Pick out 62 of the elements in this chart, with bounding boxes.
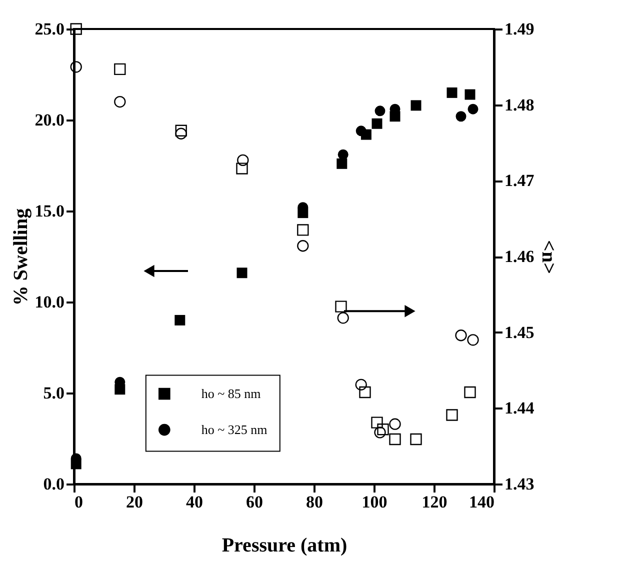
point: [175, 124, 187, 136]
point: [355, 378, 367, 390]
point: [297, 224, 309, 236]
point: [236, 162, 248, 174]
x-tick-label: 100: [362, 492, 388, 512]
point: [175, 128, 187, 140]
x-tick-label: 140: [469, 492, 494, 512]
point: [297, 240, 309, 252]
point: [371, 416, 383, 428]
x-axis-title: Pressure (atm): [222, 534, 348, 556]
point: [389, 418, 401, 430]
point: [237, 154, 249, 166]
x-tick-label: 40: [186, 492, 203, 512]
point: [410, 100, 422, 111]
y2-tick-label: 1.48: [504, 95, 534, 114]
y2-tick-label: 1.43: [504, 474, 534, 494]
y2-tick-label: 1.49: [504, 20, 534, 38]
y-axis-title: % Swelling: [10, 208, 32, 306]
point: [389, 433, 401, 446]
point: [174, 314, 186, 326]
y2-axis-title: <n>: [537, 240, 560, 274]
point: [337, 312, 349, 324]
y-tick-label: 15.0: [34, 202, 64, 220]
point: [236, 268, 248, 278]
y2-tick-label: 1.44: [504, 398, 535, 418]
x-tick-label: 80: [306, 492, 323, 512]
y-tick-label: 20.0: [34, 110, 64, 130]
y-tick-label: 25.0: [34, 20, 64, 38]
point: [335, 300, 347, 312]
point: [410, 433, 422, 446]
legend-label: ho ~ 85 nm: [201, 386, 261, 401]
point: [359, 386, 371, 398]
y2-tick-label: 1.46: [504, 247, 534, 266]
point: [374, 106, 386, 116]
point: [468, 104, 478, 114]
x-tick-label: 120: [422, 492, 448, 512]
point: [377, 424, 389, 436]
point: [446, 87, 458, 98]
point: [464, 386, 476, 398]
y-tick-label: 0.0: [43, 474, 64, 494]
y-tick-label: 10.0: [34, 292, 64, 312]
point: [336, 158, 348, 169]
point: [464, 89, 476, 100]
point: [356, 126, 366, 136]
point: [374, 426, 386, 438]
point: [114, 96, 126, 108]
point: [372, 118, 382, 129]
x-tick-label: 20: [126, 492, 143, 512]
point: [455, 330, 467, 342]
y2-tick-label: 1.45: [504, 322, 534, 342]
point: [70, 61, 82, 73]
point: [467, 334, 479, 346]
x-tick-label: 0: [74, 492, 83, 512]
point: [70, 23, 82, 35]
point: [114, 63, 126, 76]
legend-label: ho ~ 325 nm: [201, 422, 268, 437]
point: [338, 149, 348, 160]
point: [446, 409, 458, 421]
point: [456, 111, 466, 122]
y2-tick-label: 1.47: [504, 171, 535, 190]
y-tick-label: 5.0: [43, 384, 64, 402]
x-tick-label: 60: [246, 492, 263, 512]
